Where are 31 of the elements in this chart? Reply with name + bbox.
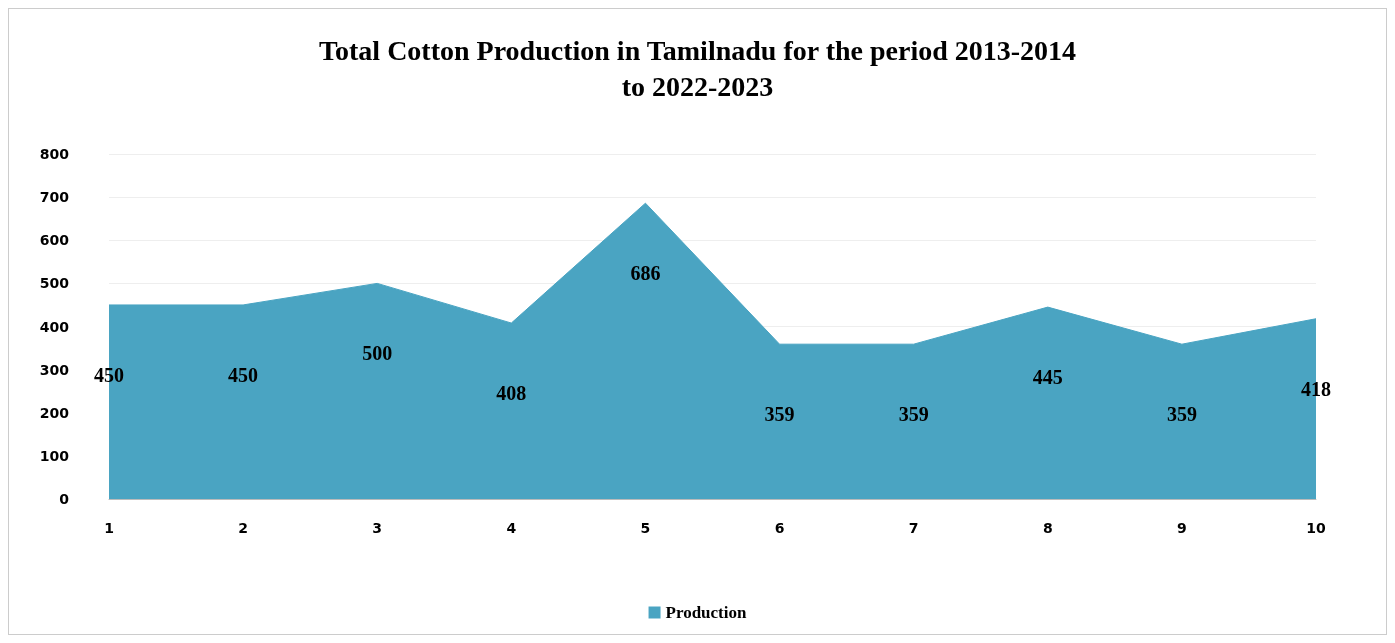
chart-title: Total Cotton Production in Tamilnadu for the period 2013-2014 to 2022-2023 bbox=[318, 34, 1077, 102]
data-label: 359 bbox=[764, 403, 795, 426]
data-label: 445 bbox=[1032, 366, 1063, 389]
y-tick-label: 600 bbox=[39, 232, 70, 249]
y-tick-label: 0 bbox=[59, 491, 70, 507]
data-label: 686 bbox=[630, 262, 661, 285]
x-tick-label: 3 bbox=[372, 520, 383, 536]
y-tick-label: 300 bbox=[39, 361, 70, 378]
x-tick-label: 2 bbox=[238, 520, 248, 536]
x-tick-label: 4 bbox=[506, 520, 517, 536]
data-label: 359 bbox=[898, 403, 929, 426]
x-tick-label: 10 bbox=[1306, 520, 1326, 536]
y-tick-label: 500 bbox=[39, 275, 70, 292]
y-tick-label: 700 bbox=[39, 189, 70, 206]
data-label: 359 bbox=[1166, 403, 1197, 426]
x-tick-label: 1 bbox=[104, 520, 114, 536]
data-label: 408 bbox=[496, 382, 527, 405]
y-tick-label: 400 bbox=[39, 318, 70, 335]
y-tick-label: 200 bbox=[39, 404, 70, 421]
data-label: 418 bbox=[1301, 377, 1331, 400]
data-label: 450 bbox=[94, 363, 124, 386]
x-tick-label: 9 bbox=[1177, 520, 1187, 536]
x-tick-label: 5 bbox=[640, 520, 651, 536]
legend-label: Production bbox=[665, 603, 747, 622]
data-label: 500 bbox=[362, 342, 393, 365]
x-tick-label: 6 bbox=[774, 520, 785, 536]
y-tick-label: 800 bbox=[39, 146, 70, 162]
x-tick-label: 8 bbox=[1042, 520, 1053, 536]
y-tick-label: 100 bbox=[39, 447, 70, 464]
data-label: 450 bbox=[228, 363, 259, 386]
x-tick-label: 7 bbox=[908, 520, 919, 536]
